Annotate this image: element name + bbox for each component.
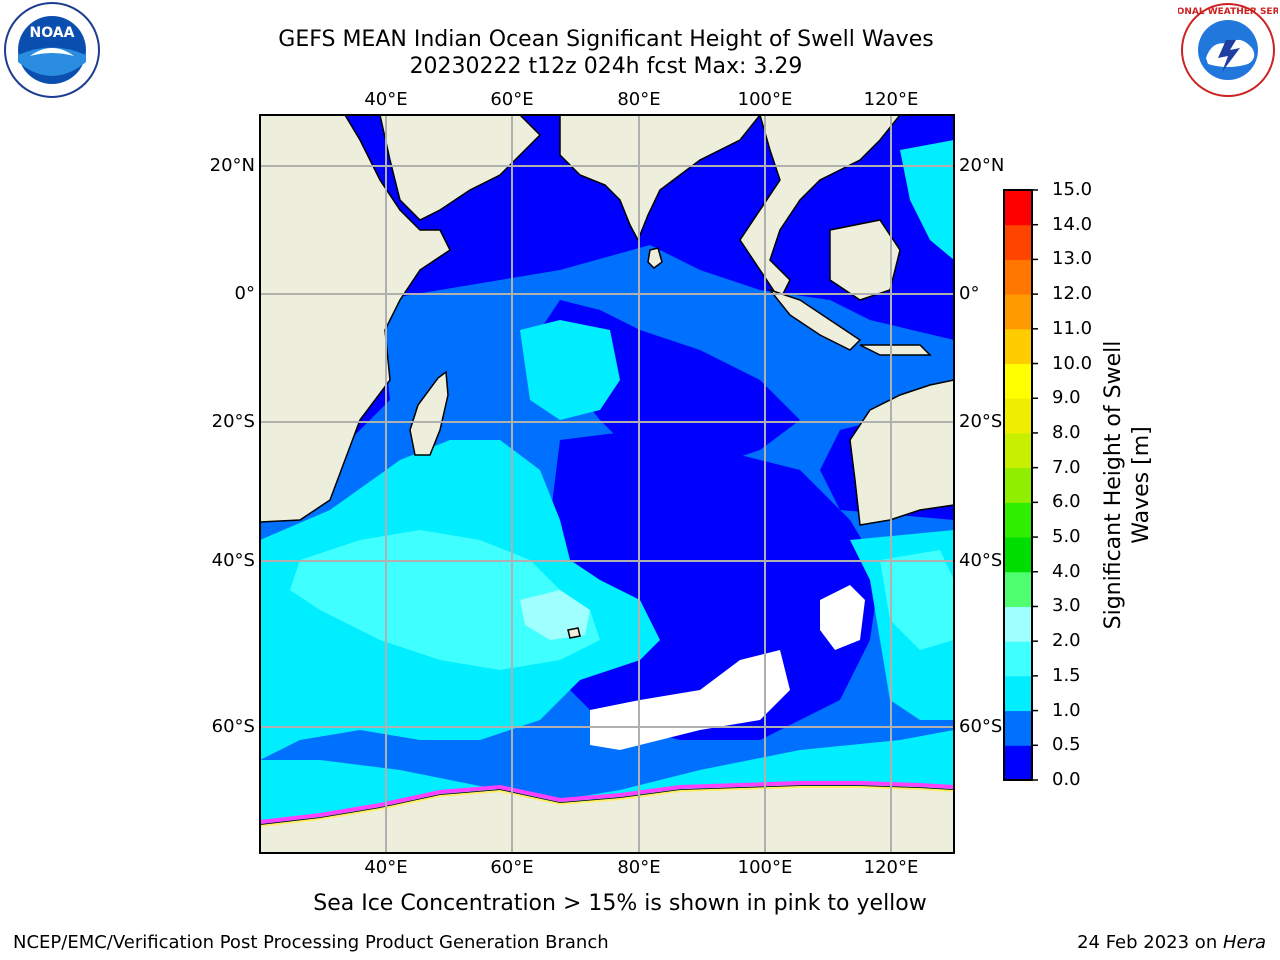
- swell-band-1.0-1.5: [260, 320, 954, 820]
- colorbar-swatch: [1004, 745, 1032, 781]
- lat-tick-right-60s: 60°S: [959, 716, 1003, 737]
- colorbar-swatch: [1004, 328, 1032, 365]
- sea-ice-edge-yellow: [260, 786, 954, 827]
- colorbar-frame: [1003, 189, 1033, 781]
- lon-tick-bottom-100e: 100°E: [737, 857, 793, 878]
- svg-text:NATIONAL WEATHER SERVICE: NATIONAL WEATHER SERVICE: [1178, 7, 1278, 17]
- se-asia-land: [739, 115, 901, 302]
- svg-text:NOAA: NOAA: [30, 25, 75, 41]
- colorbar-swatch: [1004, 190, 1032, 226]
- colorbar-swatch: [1004, 571, 1032, 607]
- lat-tick-left-0: 0°: [234, 283, 255, 304]
- kerguelen-land: [567, 627, 581, 639]
- lat-tick-left-40s: 40°S: [211, 550, 255, 571]
- colorbar-tick-label: 4.0: [1052, 560, 1081, 582]
- colorbar-swatch: [1004, 363, 1032, 399]
- colorbar-swatch: [1004, 502, 1032, 538]
- swell-band-2.0-3.0: [520, 590, 590, 640]
- colorbar-tick-label: 12.0: [1052, 283, 1093, 305]
- colorbar-swatch: [1004, 294, 1032, 330]
- colorbar-swatch: [1004, 606, 1032, 642]
- footer-date: 24 Feb 2023 on Hera: [1077, 932, 1266, 954]
- colorbar-swatch: [1004, 432, 1032, 469]
- lat-tick-left-20n: 20°N: [209, 155, 255, 176]
- colorbar-tick-label: 13.0: [1052, 248, 1093, 270]
- graticule: [260, 115, 954, 853]
- map-subtitle: 20230222 t12z 024h fcst Max: 3.29: [409, 54, 803, 79]
- colorbar-swatch: [1004, 710, 1032, 746]
- colorbar-swatch: [1004, 467, 1032, 503]
- colorbar-tick-label: 1.0: [1052, 699, 1081, 721]
- colorbar-tick-label: 0.5: [1052, 734, 1081, 756]
- nodata-southeast: [820, 585, 865, 650]
- lat-tick-right-20s: 20°S: [959, 411, 1003, 432]
- colorbar-tick-label: 0.0: [1052, 769, 1081, 790]
- java-land: [859, 344, 932, 356]
- colorbar-tick-label: 5.0: [1052, 526, 1081, 548]
- madagascar-land: [409, 370, 449, 456]
- colorbar-title: Significant Height of Swell Waves [m]: [1100, 275, 1156, 695]
- nws-logo: NATIONAL WEATHER SERVICE: [1178, 3, 1278, 97]
- colorbar-tick-label: 8.0: [1052, 421, 1081, 443]
- colorbar-title-line1: Significant Height of Swell: [1101, 340, 1126, 630]
- australia-land: [849, 379, 954, 526]
- colorbar-tick-label: 10.0: [1052, 352, 1093, 374]
- lon-tick-top-60e: 60°E: [490, 89, 534, 110]
- map-frame: [259, 114, 955, 854]
- lat-tick-left-20s: 20°S: [211, 411, 255, 432]
- lon-tick-bottom-80e: 80°E: [617, 857, 661, 878]
- colorbar-swatch: [1004, 537, 1032, 573]
- colorbar-tick-label: 9.0: [1052, 387, 1081, 409]
- land-layer: [260, 115, 954, 853]
- colorbar-swatch: [1004, 641, 1032, 677]
- lon-tick-bottom-120e: 120°E: [863, 857, 919, 878]
- lat-tick-right-0: 0°: [959, 283, 980, 304]
- sea-ice-note: Sea Ice Concentration > 15% is shown in …: [313, 891, 927, 916]
- colorbar-tick-label: 3.0: [1052, 595, 1081, 617]
- colorbar-tick-label: 7.0: [1052, 456, 1081, 478]
- colorbar-swatch: [1004, 259, 1032, 295]
- colorbar-tick-label: 14.0: [1052, 213, 1093, 235]
- sumatra-land: [767, 288, 862, 351]
- colorbar-swatch: [1004, 224, 1032, 260]
- noaa-logo: NOAA: [4, 2, 100, 98]
- lat-tick-right-20n: 20°N: [959, 155, 1005, 176]
- footer-credit: NCEP/EMC/Verification Post Processing Pr…: [13, 932, 609, 953]
- map-title: GEFS MEAN Indian Ocean Significant Heigh…: [278, 27, 934, 52]
- swell-east-asia: [900, 140, 954, 260]
- lon-tick-top-100e: 100°E: [737, 89, 793, 110]
- colorbar: [1003, 189, 1038, 781]
- colorbar-tick-label: 6.0: [1052, 491, 1081, 513]
- lon-tick-bottom-40e: 40°E: [364, 857, 408, 878]
- sri-lanka-land: [647, 247, 663, 269]
- colorbar-swatch: [1004, 675, 1032, 712]
- arabia-land: [379, 115, 542, 221]
- lat-tick-right-40s: 40°S: [959, 550, 1003, 571]
- sea-ice-edge: [260, 781, 954, 824]
- india-land: [559, 115, 761, 242]
- lon-tick-top-120e: 120°E: [863, 89, 919, 110]
- colorbar-tick-label: 15.0: [1052, 179, 1093, 200]
- lat-tick-left-60s: 60°S: [211, 716, 255, 737]
- footer-machine: Hera: [1222, 932, 1266, 953]
- colorbar-tick-label: 2.0: [1052, 630, 1081, 652]
- colorbar-swatch: [1004, 398, 1032, 434]
- africa-land: [260, 115, 451, 523]
- lon-tick-bottom-60e: 60°E: [490, 857, 534, 878]
- colorbar-tick-label: 1.5: [1052, 664, 1081, 686]
- footer-date-text: 24 Feb 2023 on: [1077, 932, 1223, 953]
- colorbar-tick-label: 11.0: [1052, 317, 1093, 339]
- lon-tick-top-40e: 40°E: [364, 89, 408, 110]
- swell-band-1.5-2.0: [290, 530, 954, 670]
- colorbar-title-line2: Waves [m]: [1129, 426, 1154, 544]
- lon-tick-top-80e: 80°E: [617, 89, 661, 110]
